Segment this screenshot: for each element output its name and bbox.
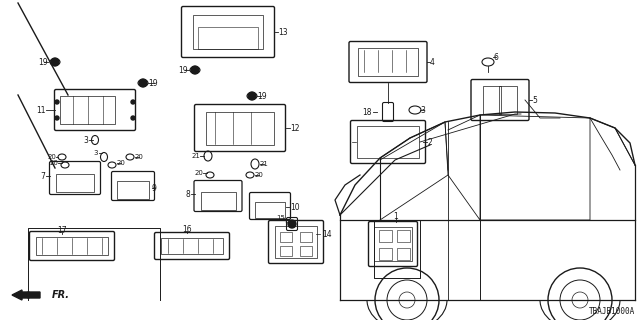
- Text: 4: 4: [430, 58, 435, 67]
- Text: TBAJB1000A: TBAJB1000A: [589, 308, 635, 316]
- Text: 11: 11: [36, 106, 46, 115]
- Bar: [255, 202, 285, 218]
- Bar: [483, 86, 501, 114]
- Text: 3: 3: [420, 106, 425, 115]
- Text: 12: 12: [290, 124, 300, 132]
- Bar: [358, 48, 418, 76]
- Text: 19: 19: [257, 92, 267, 100]
- Bar: [280, 246, 292, 256]
- Bar: [117, 181, 149, 199]
- Text: 13: 13: [278, 28, 287, 36]
- Bar: [280, 232, 292, 242]
- Text: FR.: FR.: [52, 290, 70, 300]
- Circle shape: [51, 58, 59, 66]
- Bar: [36, 237, 108, 255]
- Text: 5: 5: [532, 95, 537, 105]
- Circle shape: [191, 66, 199, 74]
- Circle shape: [139, 79, 147, 87]
- Bar: [378, 248, 392, 260]
- Circle shape: [248, 92, 256, 100]
- Bar: [357, 126, 419, 158]
- Bar: [60, 96, 115, 124]
- Text: 2: 2: [427, 138, 432, 147]
- Text: 20: 20: [117, 160, 126, 166]
- Bar: [275, 226, 317, 258]
- Text: 3: 3: [83, 135, 88, 145]
- Text: 16: 16: [182, 225, 192, 234]
- Text: 20: 20: [49, 160, 58, 166]
- Text: 8: 8: [185, 189, 190, 198]
- Circle shape: [55, 116, 59, 120]
- Text: 9: 9: [152, 183, 157, 193]
- Text: 20: 20: [47, 154, 56, 160]
- Bar: [300, 246, 312, 256]
- Bar: [193, 15, 263, 49]
- Text: 15: 15: [276, 215, 285, 221]
- Circle shape: [131, 100, 135, 104]
- Text: 21: 21: [191, 153, 200, 159]
- Bar: [378, 230, 392, 242]
- Bar: [56, 174, 94, 192]
- Bar: [397, 248, 410, 260]
- Text: 7: 7: [40, 172, 45, 180]
- Bar: [206, 111, 274, 145]
- Text: 1: 1: [394, 212, 398, 220]
- Bar: [397, 230, 410, 242]
- Bar: [374, 227, 412, 261]
- Text: 20: 20: [194, 170, 203, 176]
- Text: 18: 18: [362, 108, 372, 116]
- Text: 20: 20: [135, 154, 144, 160]
- Circle shape: [288, 220, 296, 228]
- Text: 10: 10: [290, 203, 300, 212]
- Text: 19: 19: [148, 78, 157, 87]
- Circle shape: [131, 116, 135, 120]
- Bar: [200, 192, 236, 210]
- Text: 6: 6: [494, 52, 499, 61]
- Text: 19: 19: [38, 58, 48, 67]
- Text: 19: 19: [179, 66, 188, 75]
- FancyArrow shape: [12, 290, 40, 300]
- Text: 20: 20: [255, 172, 264, 178]
- Text: 14: 14: [322, 229, 332, 238]
- Bar: [499, 86, 517, 114]
- Bar: [198, 27, 258, 49]
- Text: 21: 21: [260, 161, 269, 167]
- Bar: [161, 238, 223, 254]
- Circle shape: [55, 100, 59, 104]
- Text: 17: 17: [57, 226, 67, 235]
- Text: 3: 3: [93, 150, 98, 156]
- Bar: [300, 232, 312, 242]
